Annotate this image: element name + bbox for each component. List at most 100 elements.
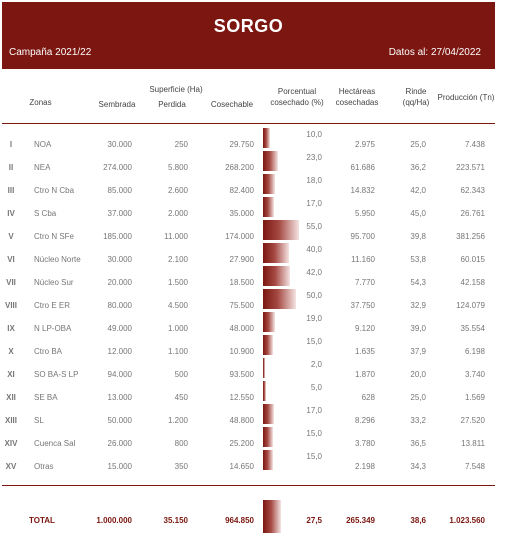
zone-name: Núcleo Sur xyxy=(34,278,74,287)
cosechable-value: 10.900 xyxy=(229,347,254,356)
cosechable-value: 12.550 xyxy=(229,393,254,402)
pct-value: 15,0 xyxy=(306,429,322,438)
cosechable-value: 75.500 xyxy=(229,301,254,310)
pct-value: 15,0 xyxy=(306,452,322,461)
rinde-value: 42,0 xyxy=(410,186,426,195)
zone-number: XV xyxy=(5,462,17,471)
rinde-value: 45,0 xyxy=(410,209,426,218)
pct-value: 50,0 xyxy=(306,291,322,300)
pct-bar xyxy=(263,358,265,378)
pct-bar xyxy=(263,427,273,447)
header-divider xyxy=(2,123,495,124)
zone-number: IV xyxy=(7,209,15,218)
perdida-value: 450 xyxy=(174,393,188,402)
col-header-cosechable: Cosechable xyxy=(210,100,254,109)
produccion-value: 223.571 xyxy=(456,163,485,172)
table-row: I NOA 30.000 250 29.750 10,0 2.975 25,0 7.438 xyxy=(0,128,505,162)
total-pct-value: 27,5 xyxy=(306,516,322,525)
campaign-label: Campaña 2021/22 xyxy=(9,47,92,58)
sembrada-value: 30.000 xyxy=(107,255,132,264)
perdida-value: 11.000 xyxy=(164,232,188,241)
zone-name: NOA xyxy=(34,140,52,149)
pct-value: 19,0 xyxy=(306,314,322,323)
zone-number: II xyxy=(8,163,14,172)
produccion-value: 26.761 xyxy=(460,209,485,218)
cosechable-value: 29.750 xyxy=(229,140,254,149)
hectareas-value: 14.832 xyxy=(350,186,375,195)
col-header-porcentual: Porcentual cosechado (%) xyxy=(270,87,324,107)
pct-bar xyxy=(263,404,274,424)
hectareas-value: 5.950 xyxy=(354,209,375,218)
pct-bar xyxy=(263,381,266,401)
perdida-value: 1.100 xyxy=(167,347,188,356)
table-row: VI Núcleo Norte 30.000 2.100 27.900 40,0 11.16… xyxy=(0,243,505,277)
zone-name: Ctro N SFe xyxy=(34,232,75,241)
produccion-value: 13.811 xyxy=(461,439,485,448)
sembrada-value: 20.000 xyxy=(107,278,132,287)
zone-name: Otras xyxy=(34,462,54,471)
perdida-value: 2.100 xyxy=(167,255,188,264)
pct-value: 23,0 xyxy=(306,153,322,162)
pct-bar xyxy=(263,335,273,355)
sembrada-value: 26.000 xyxy=(107,439,132,448)
table-row: IV S Cba 37.000 2.000 35.000 17,0 5.950 45,0 26.… xyxy=(0,197,505,231)
table-row: VII Núcleo Sur 20.000 1.500 18.500 42,0 7.770 5… xyxy=(0,266,505,300)
zone-number: VIII xyxy=(4,301,17,310)
data-date-label: Datos al: 27/04/2022 xyxy=(388,47,481,58)
cosechable-value: 93.500 xyxy=(229,370,254,379)
sembrada-value: 49.000 xyxy=(107,324,132,333)
rinde-value: 37,9 xyxy=(410,347,426,356)
pct-bar xyxy=(263,450,273,470)
zone-name: Ctro E ER xyxy=(34,301,71,310)
total-divider xyxy=(2,485,495,486)
pct-value: 42,0 xyxy=(306,268,322,277)
cosechable-value: 27.900 xyxy=(229,255,254,264)
page-title: SORGO xyxy=(213,16,284,36)
sembrada-value: 50.000 xyxy=(107,416,132,425)
sembrada-value: 37.000 xyxy=(107,209,132,218)
rinde-value: 39,0 xyxy=(410,324,426,333)
rinde-value: 25,0 xyxy=(410,140,426,149)
cosechable-value: 82.400 xyxy=(229,186,254,195)
zone-number: XII xyxy=(6,393,16,402)
hectareas-value: 1.635 xyxy=(354,347,375,356)
cosechable-value: 174.000 xyxy=(225,232,254,241)
col-header-superficie: Superficie (Ha) xyxy=(149,85,203,94)
zone-number: III xyxy=(7,186,15,195)
sembrada-value: 85.000 xyxy=(107,186,132,195)
sembrada-value: 12.000 xyxy=(107,347,132,356)
sembrada-value: 30.000 xyxy=(107,140,132,149)
pct-bar xyxy=(263,243,289,263)
zone-name: SL xyxy=(34,416,44,425)
hectareas-value: 8.296 xyxy=(354,416,375,425)
perdida-value: 500 xyxy=(174,370,188,379)
pct-value: 10,0 xyxy=(306,130,322,139)
table-row: XV Otras 15.000 350 14.650 15,0 2.198 34,3 7.548 xyxy=(0,450,505,484)
zone-name: N LP-OBA xyxy=(34,324,72,333)
rinde-value: 32,9 xyxy=(410,301,426,310)
pct-value: 17,0 xyxy=(306,199,322,208)
hectareas-value: 7.770 xyxy=(354,278,375,287)
perdida-value: 800 xyxy=(174,439,188,448)
sembrada-value: 94.000 xyxy=(107,370,132,379)
cosechable-value: 35.000 xyxy=(229,209,254,218)
table-row: V Ctro N SFe 185.000 11.000 174.000 55,0 95.70… xyxy=(0,220,505,254)
hectareas-value: 3.780 xyxy=(354,439,375,448)
zone-number: IX xyxy=(7,324,15,333)
pct-bar xyxy=(263,128,270,148)
total-hectareas: 265.349 xyxy=(346,516,375,525)
perdida-value: 2.000 xyxy=(167,209,188,218)
table-row: VIII Ctro E ER 80.000 4.500 75.500 50,0 37.750… xyxy=(0,289,505,323)
pct-value: 5,0 xyxy=(310,383,322,392)
produccion-value: 124.079 xyxy=(456,301,485,310)
total-cosechable: 964.850 xyxy=(225,516,254,525)
pct-bar xyxy=(263,289,296,309)
pct-value: 17,0 xyxy=(306,406,322,415)
table-row: III Ctro N Cba 85.000 2.600 82.400 18,0 14.832… xyxy=(0,174,505,208)
zone-name: Núcleo Norte xyxy=(34,255,81,264)
pct-bar xyxy=(263,266,290,286)
pct-bar xyxy=(263,197,274,217)
produccion-value: 3.740 xyxy=(464,370,485,379)
total-label: TOTAL xyxy=(29,516,55,525)
sembrada-value: 274.000 xyxy=(103,163,132,172)
